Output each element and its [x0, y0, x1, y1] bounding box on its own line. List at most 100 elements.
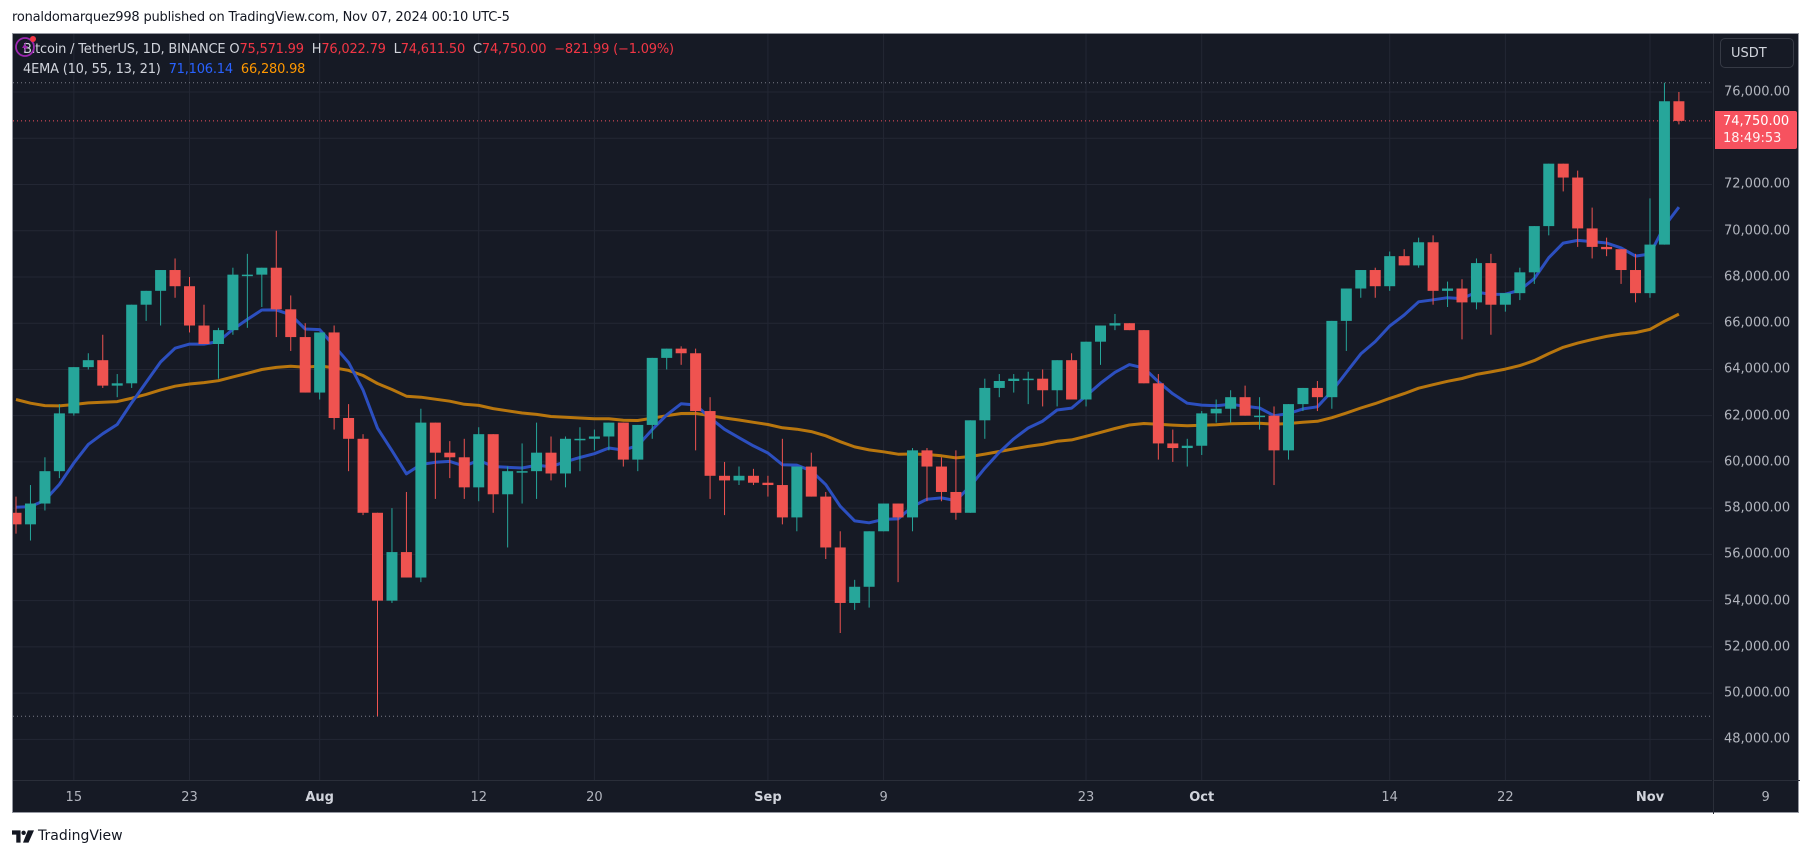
price-tick-label: 72,000.00 [1724, 176, 1791, 192]
price-tick-label: 52,000.00 [1724, 639, 1791, 655]
symbol-title[interactable]: Bitcoin / TetherUS, 1D, BINANCE [23, 42, 226, 57]
candle [1181, 438, 1193, 467]
candle [400, 491, 412, 578]
candle [1384, 251, 1396, 291]
candle [429, 422, 441, 499]
candle [1499, 293, 1511, 312]
candle [68, 367, 80, 416]
last-price-label: 74,750.00 18:49:53 [1715, 110, 1797, 149]
price-tick-label: 50,000.00 [1724, 685, 1791, 701]
candle [1210, 399, 1222, 423]
candle [964, 420, 976, 513]
candle [675, 346, 687, 365]
candle [1268, 406, 1280, 486]
candle [1254, 397, 1266, 430]
candle [1427, 235, 1439, 305]
price-tick-label: 60,000.00 [1724, 454, 1791, 470]
price-tick-label: 62,000.00 [1724, 408, 1791, 424]
currency-button[interactable]: USDT [1720, 38, 1794, 68]
candle [1095, 325, 1106, 365]
time-tick-label: 23 [1077, 790, 1095, 805]
candle [1239, 385, 1251, 416]
candle [1037, 369, 1049, 407]
ema-fast-value: 71,106.14 [168, 62, 234, 77]
candle [1528, 226, 1540, 284]
candle [1138, 330, 1150, 384]
candle [1456, 279, 1468, 340]
candle [950, 450, 962, 520]
candle [1615, 249, 1627, 284]
candle [1225, 390, 1237, 423]
candle [1123, 323, 1135, 331]
candle [545, 436, 557, 481]
price-axis[interactable]: USDT 74,750.00 18:49:53 76,000.00 72,000.… [1713, 34, 1800, 780]
candle [1080, 341, 1092, 407]
candle [97, 334, 109, 388]
candle [126, 304, 138, 388]
candle [270, 230, 282, 338]
time-tick-label: Aug [305, 790, 334, 805]
candle [1442, 281, 1454, 308]
indicator-title[interactable]: 4EMA (10, 55, 13, 21) [23, 62, 161, 77]
candle [719, 461, 731, 516]
candle [111, 374, 123, 398]
legend-row-symbol: Bitcoin / TetherUS, 1D, BINANCE O75,571.9… [23, 40, 678, 60]
candle [1572, 170, 1584, 247]
candle [184, 276, 196, 333]
axis-corner [1713, 780, 1800, 814]
candle [516, 443, 528, 504]
candle [1413, 237, 1425, 268]
price-tick-label: 48,000.00 [1724, 731, 1791, 747]
candle [1514, 267, 1526, 301]
candlestick-chart [13, 34, 1712, 780]
candle [256, 267, 268, 308]
candle [574, 427, 586, 472]
time-axis[interactable]: 15 23 Aug 12 20 Sep 9 23 Oct 14 22 Nov 9 [13, 780, 1770, 814]
time-tick-label: 9 [879, 790, 888, 805]
candle [1051, 360, 1063, 407]
candle [444, 441, 456, 479]
time-tick-label: 9 [1761, 790, 1770, 805]
time-tick-label: 22 [1497, 790, 1514, 805]
candle [140, 290, 152, 321]
candle [1022, 371, 1034, 405]
candle [747, 468, 759, 486]
candle [458, 438, 470, 499]
candle [241, 253, 253, 328]
candle [1658, 82, 1670, 245]
candle [762, 475, 774, 497]
publish-line: ronaldomarquez998 published on TradingVi… [12, 10, 510, 25]
lightning-bolt-icon[interactable] [13, 34, 37, 58]
candle [690, 348, 702, 451]
candle [820, 491, 832, 560]
candle [1398, 249, 1410, 266]
time-tick-label: Oct [1189, 790, 1215, 805]
candle [531, 422, 543, 499]
chart-frame: Bitcoin / TetherUS, 1D, BINANCE O75,571.9… [12, 33, 1800, 814]
candle [1311, 381, 1323, 412]
chart-legend: Bitcoin / TetherUS, 1D, BINANCE O75,571.9… [23, 40, 678, 80]
candle [661, 348, 673, 370]
candle [1167, 429, 1179, 462]
candle [1557, 163, 1569, 192]
candle [1152, 374, 1164, 460]
candle [1355, 270, 1367, 298]
candle [24, 485, 36, 541]
candle [82, 353, 94, 370]
chart-plot-area[interactable]: Bitcoin / TetherUS, 1D, BINANCE O75,571.9… [13, 34, 1712, 780]
candle [632, 424, 644, 472]
candle [357, 434, 369, 516]
time-tick-label: 12 [470, 790, 487, 805]
candle [878, 503, 890, 532]
candle [1196, 411, 1208, 455]
candle [1644, 198, 1656, 298]
candle [285, 295, 297, 351]
candle [212, 327, 224, 379]
candle [646, 357, 658, 439]
candle [993, 374, 1005, 398]
price-tick-label: 58,000.00 [1724, 500, 1791, 516]
time-tick-label: 15 [65, 790, 83, 805]
candle [415, 408, 427, 583]
footer-branding: TradingView [12, 826, 123, 846]
candle [473, 427, 485, 502]
